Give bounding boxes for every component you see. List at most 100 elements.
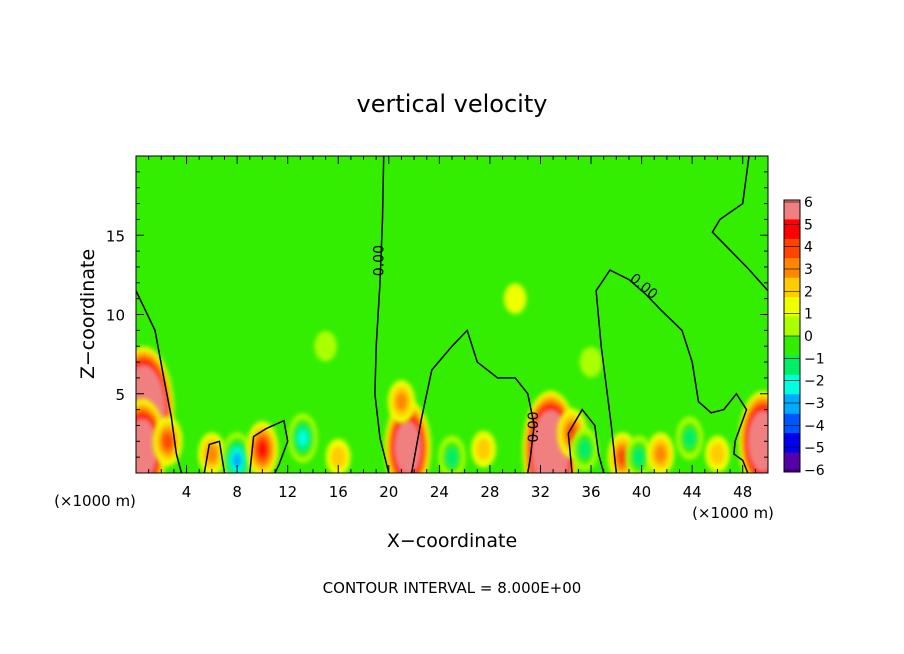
contour-label: 0.00 (526, 411, 542, 442)
field-cell (738, 390, 768, 473)
colorbar-swatch (784, 258, 800, 279)
colorbar-label: 2 (804, 284, 813, 300)
x-tick-label: 20 (379, 483, 398, 501)
colorbar-swatch (784, 316, 800, 337)
x-tick-label: 8 (232, 483, 242, 501)
zero-contours (136, 156, 768, 473)
field-level (258, 441, 267, 457)
colorbar-label: −6 (804, 463, 825, 479)
field-cell (387, 380, 416, 424)
colorbar-swatch (784, 413, 800, 434)
x-unit-right: (×1000 m) (692, 504, 774, 522)
contour-interval-note: CONTOUR INTERVAL = 8.000E+00 (323, 579, 582, 597)
field-cell (221, 432, 254, 473)
contour-line-zero (374, 156, 390, 473)
contour-line-zero (410, 328, 535, 473)
x-unit-left: (×1000 m) (54, 492, 136, 510)
field-level (404, 441, 411, 454)
field-level (330, 446, 346, 469)
field-level (760, 435, 766, 448)
x-tick-label: 4 (182, 483, 192, 501)
field-level (578, 439, 591, 459)
field-cell (246, 421, 279, 473)
colorbar-label: −4 (804, 418, 825, 434)
field-level (504, 283, 527, 314)
colorbar-label: −2 (804, 374, 825, 390)
contour-line-zero (203, 440, 226, 473)
colorbar-label: −1 (804, 351, 825, 367)
field-level (476, 438, 492, 461)
field-cell (288, 413, 318, 463)
field-cell (646, 432, 675, 473)
y-tick-label: 15 (106, 227, 125, 245)
field-level (633, 447, 645, 467)
colorbar-swatch (784, 374, 800, 395)
colorbar-label: 0 (804, 329, 813, 345)
colorbar-swatch (784, 277, 800, 298)
field-level (579, 346, 603, 378)
field-level (446, 447, 458, 467)
velocity-field (136, 283, 768, 473)
field-level (683, 428, 696, 448)
field-level (162, 433, 173, 450)
x-tick-label: 24 (430, 483, 449, 501)
colorbar-swatch (784, 219, 800, 240)
field-cell (314, 331, 337, 362)
x-tick-label: 40 (632, 483, 651, 501)
field-cell (504, 283, 527, 314)
plot-area: 0.000.000.00 (135, 155, 769, 474)
field-level (654, 444, 667, 464)
contour-line-zero (136, 290, 183, 473)
colorbar-swatch (784, 238, 800, 259)
colorbar-label: 5 (804, 217, 813, 233)
colorbar-swatch (784, 433, 800, 454)
field-cell (198, 432, 226, 473)
colorbar-swatch (784, 452, 800, 473)
field-level (314, 331, 337, 362)
y-tick-label: 5 (115, 386, 125, 404)
y-tick-label: 10 (106, 307, 125, 325)
field-level (395, 392, 408, 411)
plot-background (136, 156, 768, 473)
colorbar-swatch (784, 336, 800, 356)
colorbar-label: 4 (804, 240, 813, 256)
x-tick-label: 36 (581, 483, 600, 501)
field-cell (579, 346, 603, 378)
x-tick-label: 44 (683, 483, 702, 501)
y-axis: 5 10 15 (106, 171, 768, 458)
colorbar-label: 3 (804, 262, 813, 278)
contour-line-zero (711, 156, 768, 292)
contour-line-zero (249, 419, 289, 473)
x-axis-label: X−coordinate (387, 530, 517, 552)
colorbar-label: 1 (804, 307, 813, 323)
colorbar-swatch (784, 355, 800, 376)
field-cell (676, 416, 704, 460)
field-cell (325, 438, 351, 473)
field-level (617, 448, 628, 466)
colorbar-swatch (784, 394, 800, 415)
chart-title: vertical velocity (357, 90, 548, 118)
colorbar-label: −3 (804, 396, 825, 412)
colorbar: 6 5 4 3 2 1 0 −1 −2 −3 −4 −5 −6 (783, 195, 825, 479)
colorbar-swatch (784, 200, 800, 220)
y-axis-label: Z−coordinate (77, 249, 99, 379)
field-cell (625, 435, 653, 473)
x-tick-label: 48 (733, 483, 752, 501)
contour-line-zero (595, 269, 749, 473)
field-cell (136, 398, 167, 473)
field-level (232, 452, 242, 468)
contour-label: 0.00 (372, 245, 388, 276)
x-tick-label: 32 (531, 483, 550, 501)
field-level (710, 442, 725, 466)
field-cell (705, 435, 730, 473)
x-tick-label: 12 (278, 483, 297, 501)
colorbar-label: 6 (804, 195, 813, 211)
field-cell (438, 435, 466, 473)
field-level (139, 443, 146, 456)
colorbar-swatch (784, 297, 800, 318)
field-level (297, 429, 308, 447)
contour-line-zero (567, 408, 605, 473)
field-cell (471, 430, 496, 468)
field-level (547, 445, 554, 457)
